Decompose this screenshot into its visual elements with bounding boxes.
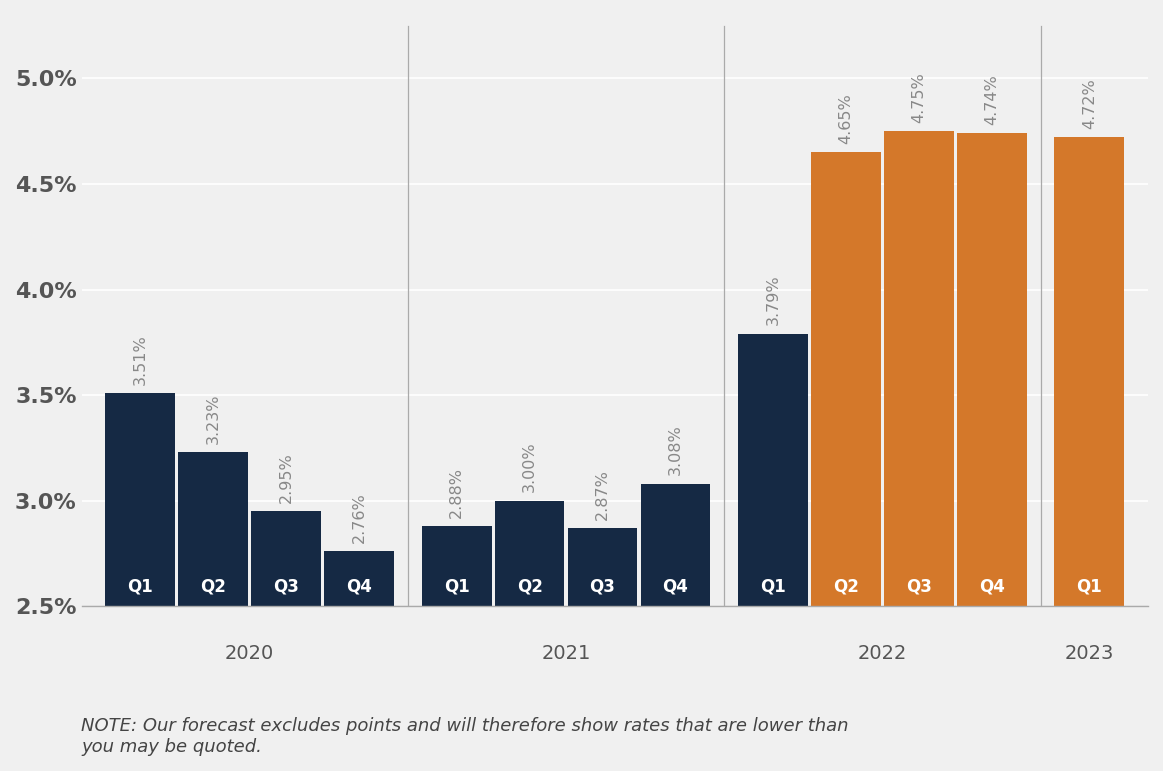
Text: 3.08%: 3.08% — [668, 425, 683, 476]
Text: 4.65%: 4.65% — [839, 93, 854, 144]
Bar — [494, 500, 564, 606]
Text: Q3: Q3 — [273, 577, 299, 596]
Bar — [641, 484, 711, 606]
Text: Q2: Q2 — [516, 577, 542, 596]
Text: 4.75%: 4.75% — [912, 72, 927, 123]
Text: Q1: Q1 — [1077, 577, 1103, 596]
Text: 2021: 2021 — [541, 645, 591, 663]
Text: NOTE: Our forecast excludes points and will therefore show rates that are lower : NOTE: Our forecast excludes points and w… — [81, 717, 849, 756]
Bar — [251, 511, 321, 606]
Text: Q3: Q3 — [906, 577, 932, 596]
Text: 2023: 2023 — [1064, 645, 1114, 663]
Bar — [739, 334, 808, 606]
Text: 2.95%: 2.95% — [279, 452, 294, 503]
Text: 2.87%: 2.87% — [595, 469, 611, 520]
Text: 3.79%: 3.79% — [765, 274, 780, 325]
Bar — [568, 528, 637, 606]
Text: 4.74%: 4.74% — [984, 74, 999, 125]
Text: 2022: 2022 — [857, 645, 907, 663]
Text: Q2: Q2 — [833, 577, 858, 596]
Text: Q3: Q3 — [590, 577, 615, 596]
Text: 2.88%: 2.88% — [449, 466, 464, 517]
Text: Q1: Q1 — [761, 577, 786, 596]
Text: Q4: Q4 — [663, 577, 688, 596]
Text: Q4: Q4 — [347, 577, 372, 596]
Text: 3.51%: 3.51% — [133, 334, 148, 385]
Bar — [324, 551, 394, 606]
Text: 2020: 2020 — [226, 645, 274, 663]
Bar — [106, 393, 176, 606]
Bar — [957, 133, 1027, 606]
Text: Q1: Q1 — [128, 577, 154, 596]
Text: 2.76%: 2.76% — [351, 492, 366, 543]
Text: 3.23%: 3.23% — [206, 393, 221, 443]
Bar — [422, 526, 492, 606]
Text: Q4: Q4 — [979, 577, 1005, 596]
Bar — [811, 152, 880, 606]
Text: 3.00%: 3.00% — [522, 442, 537, 492]
Bar — [884, 131, 954, 606]
Text: Q2: Q2 — [200, 577, 226, 596]
Bar — [178, 452, 248, 606]
Text: 4.72%: 4.72% — [1082, 79, 1097, 129]
Text: Q1: Q1 — [444, 577, 470, 596]
Bar — [1055, 137, 1125, 606]
